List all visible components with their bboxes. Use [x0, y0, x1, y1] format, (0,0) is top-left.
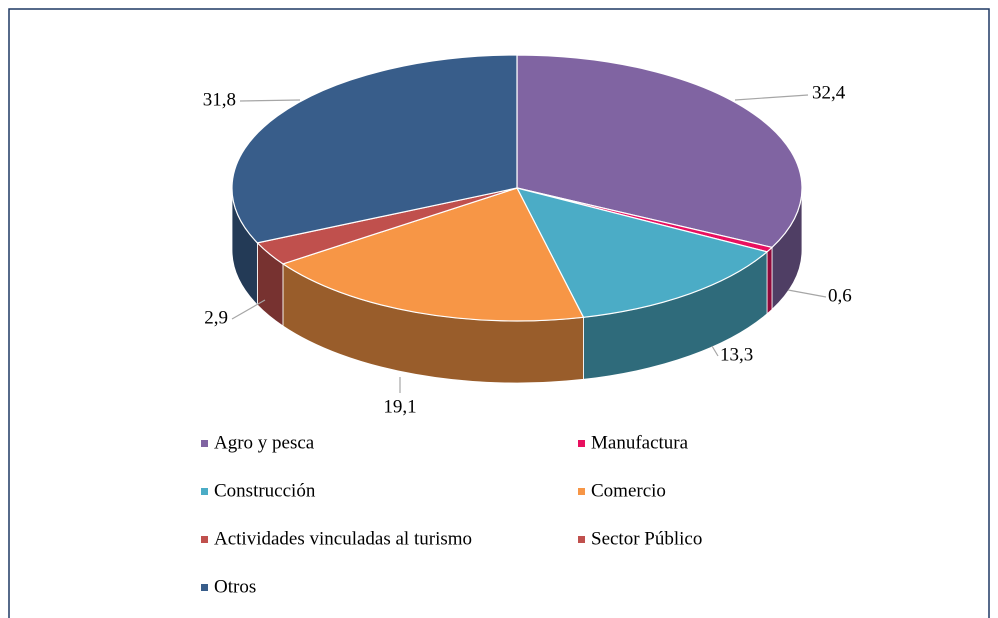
legend-label: Agro y pesca: [214, 432, 315, 453]
leader-line: [239, 99, 301, 102]
legend-label: Otros: [214, 576, 256, 597]
legend-label: Construcción: [214, 480, 316, 501]
data-label: 13,3: [720, 344, 753, 365]
data-label: 2,9: [204, 307, 228, 328]
leader-line: [734, 94, 809, 101]
legend-marker: [578, 488, 585, 495]
data-label: 32,4: [812, 82, 846, 103]
legend-marker: [578, 536, 585, 543]
legend-label: Actividades vinculadas al turismo: [214, 528, 472, 549]
legend-label: Sector Público: [591, 528, 702, 549]
slice: [516, 54, 803, 249]
slice: [515, 187, 769, 318]
legend-label: Comercio: [591, 480, 666, 501]
slice: [231, 54, 518, 244]
legend-marker: [201, 584, 208, 591]
data-label: 31,8: [203, 89, 236, 110]
legend-marker: [201, 536, 208, 543]
leader-line: [711, 345, 719, 357]
legend-marker: [201, 440, 208, 447]
leader-line: [787, 289, 827, 298]
slice-side: [766, 246, 773, 315]
slice: [281, 187, 585, 322]
leader-line: [231, 299, 266, 320]
legend-marker: [578, 440, 585, 447]
data-label: 0,6: [828, 285, 852, 306]
data-label: 19,1: [383, 396, 416, 417]
legend-label: Manufactura: [591, 432, 689, 453]
legend-marker: [201, 488, 208, 495]
